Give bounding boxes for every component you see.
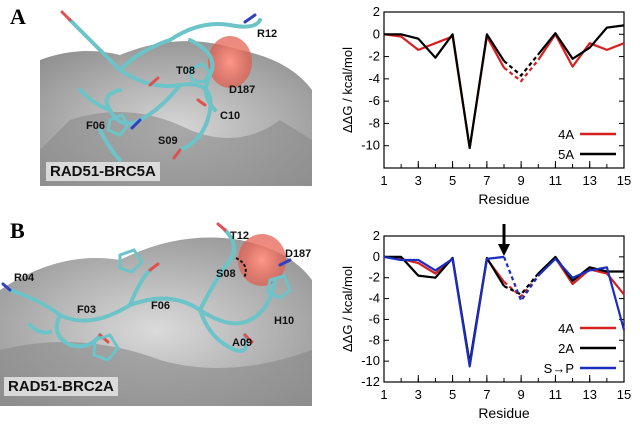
y-tick-label: 2 <box>373 228 380 243</box>
series-line-dashed-S→P <box>502 256 540 304</box>
x-tick-label: 3 <box>415 173 422 188</box>
series-line-dashed-5A <box>503 53 540 78</box>
x-tick-label: 9 <box>518 173 525 188</box>
legend-label: S→P <box>544 361 574 376</box>
series-line-S→P <box>537 257 626 331</box>
y-tick-label: -10 <box>361 138 380 153</box>
residue-label: C10 <box>220 110 241 122</box>
x-tick-label: 13 <box>582 173 596 188</box>
residue-label: D187 <box>285 248 312 260</box>
residue-label: F03 <box>77 304 96 316</box>
residue-label: F06 <box>86 120 105 132</box>
y-tick-label: -10 <box>361 353 380 368</box>
series-line-dashed-4A <box>503 59 540 83</box>
y-tick-label: -4 <box>368 291 380 306</box>
series-line-dashed-2A <box>503 272 540 296</box>
residue-label: T12 <box>230 230 249 242</box>
residue-label: A09 <box>232 337 253 349</box>
structure-image-a: R12 T08 D187 C10 F06 S09 RAD51-BRC5A <box>40 0 312 186</box>
series-line-dashed-4A <box>503 274 540 299</box>
panel-letter-b: B <box>10 218 25 243</box>
y-tick-label: -2 <box>368 49 380 64</box>
x-axis-label: Residue <box>478 191 530 207</box>
residue-label: D187 <box>229 84 256 96</box>
plot-frame <box>383 11 625 169</box>
legend-label: 4A <box>558 321 574 336</box>
x-tick-label: 1 <box>380 387 387 402</box>
y-tick-label: -2 <box>368 270 380 285</box>
series-line-5A <box>537 24 625 60</box>
x-tick-label: 7 <box>483 387 490 402</box>
residue-label: T08 <box>176 65 195 77</box>
y-tick-label: -8 <box>368 115 380 130</box>
legend-label: 5A <box>558 147 574 162</box>
x-tick-label: 3 <box>415 387 422 402</box>
x-tick-label: 9 <box>518 387 525 402</box>
x-tick-label: 1 <box>380 173 387 188</box>
y-tick-label: 0 <box>373 249 380 264</box>
legend-label: 2A <box>558 341 574 356</box>
x-tick-label: 5 <box>449 387 456 402</box>
y-tick-label: -4 <box>368 71 380 86</box>
series-line-S→P <box>383 255 505 368</box>
x-tick-label: 7 <box>483 173 490 188</box>
y-tick-label: -12 <box>361 374 380 389</box>
y-tick-label: -8 <box>368 332 380 347</box>
structure-image-b: T12 D187 S08 R04 F03 F06 H10 A09 RAD51-B… <box>0 220 312 406</box>
panel-letter-a: A <box>10 4 26 29</box>
x-tick-label: 13 <box>582 387 596 402</box>
x-axis-label: Residue <box>478 405 530 421</box>
series-line-2A <box>384 255 505 365</box>
series-line-4A <box>383 255 505 366</box>
series-line-5A <box>384 33 505 149</box>
residue-label: R12 <box>257 28 278 40</box>
residue-label: S08 <box>216 268 236 280</box>
x-tick-label: 15 <box>617 387 631 402</box>
residue-label: H10 <box>274 315 295 327</box>
residue-label: S09 <box>158 135 178 147</box>
legend-label: 4A <box>558 127 574 142</box>
x-tick-label: 11 <box>549 387 563 402</box>
y-axis-label: ΔΔG / kcal/mol <box>340 266 355 352</box>
residue-label: R04 <box>14 272 35 284</box>
x-tick-label: 15 <box>617 173 631 188</box>
x-tick-label: 5 <box>449 173 456 188</box>
series-line-4A <box>537 33 625 68</box>
arrow-head <box>498 244 510 256</box>
residue-label: F06 <box>151 300 170 312</box>
y-tick-label: 2 <box>373 4 380 19</box>
structure-title-b: RAD51-BRC2A <box>4 377 118 396</box>
structure-title-a: RAD51-BRC5A <box>46 162 160 181</box>
y-axis-label: ΔΔG / kcal/mol <box>340 47 355 133</box>
y-tick-label: -6 <box>368 93 380 108</box>
series-line-4A <box>383 33 505 149</box>
y-tick-label: -6 <box>368 311 380 326</box>
x-tick-label: 11 <box>549 173 563 188</box>
y-tick-label: 0 <box>373 26 380 41</box>
